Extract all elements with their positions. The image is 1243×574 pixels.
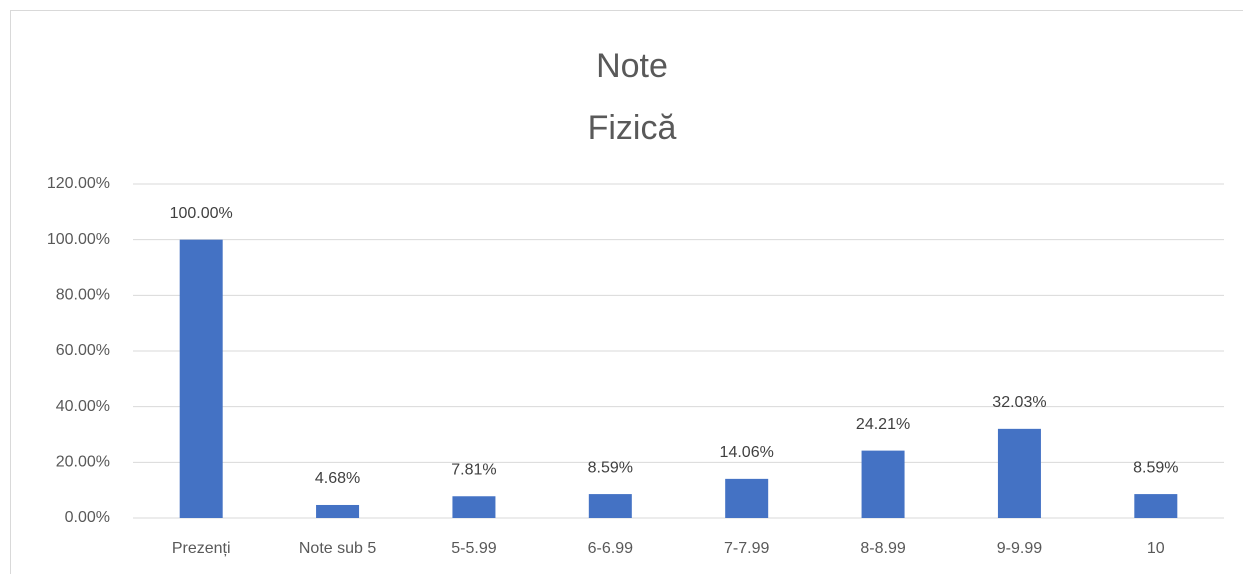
bar: [1134, 494, 1178, 518]
bar: [316, 504, 360, 518]
data-label: 14.06%: [720, 444, 774, 461]
bar: [452, 496, 496, 518]
y-tick-label: 40.00%: [56, 398, 110, 415]
x-tick-label: 9-9.99: [997, 540, 1042, 557]
x-tick-label: 7-7.99: [724, 540, 769, 557]
data-label: 24.21%: [856, 416, 910, 433]
x-tick-label: 10: [1147, 540, 1165, 557]
x-tick-label: 5-5.99: [451, 540, 496, 557]
data-label: 7.81%: [451, 461, 496, 478]
bar: [588, 494, 632, 518]
y-tick-label: 80.00%: [56, 287, 110, 304]
y-tick-label: 120.00%: [47, 175, 110, 192]
data-label: 8.59%: [1133, 459, 1178, 476]
y-tick-label: 100.00%: [47, 231, 110, 248]
x-tick-label: Prezenți: [172, 540, 231, 557]
x-tick-label: Note sub 5: [299, 540, 376, 557]
x-tick-label: 8-8.99: [860, 540, 905, 557]
data-label: 32.03%: [992, 394, 1046, 411]
bar: [725, 478, 769, 518]
bar: [997, 428, 1041, 518]
data-label: 8.59%: [588, 459, 633, 476]
y-tick-label: 0.00%: [65, 509, 110, 526]
chart-title: Note: [596, 47, 668, 85]
chart-subtitle: Fizică: [588, 109, 677, 147]
data-label: 100.00%: [170, 205, 233, 222]
y-tick-label: 60.00%: [56, 342, 110, 359]
y-tick-label: 20.00%: [56, 454, 110, 471]
bar: [861, 450, 905, 518]
bar: [179, 239, 223, 518]
data-label: 4.68%: [315, 470, 360, 487]
x-tick-label: 6-6.99: [588, 540, 633, 557]
